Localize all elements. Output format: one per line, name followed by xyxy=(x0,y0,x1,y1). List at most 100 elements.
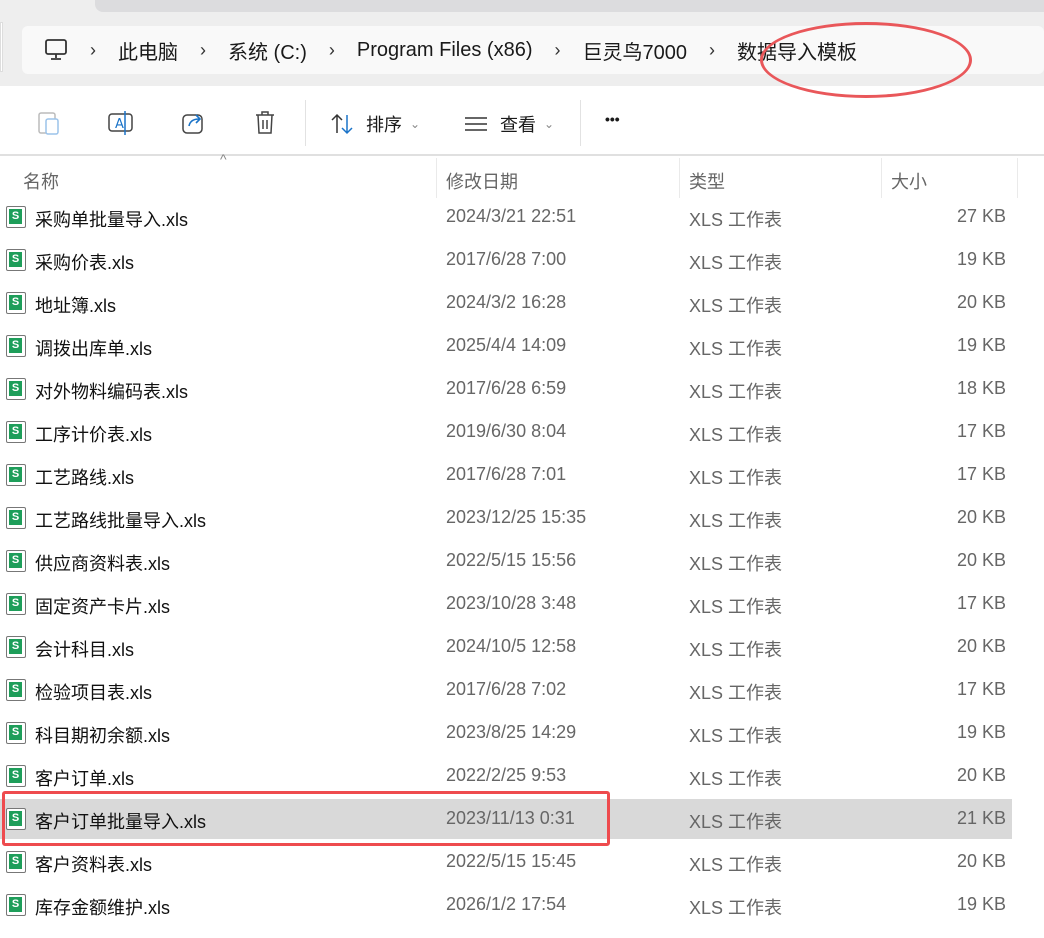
toolbar-divider xyxy=(580,100,581,146)
file-row[interactable]: 对外物料编码表.xls 2017/6/28 6:59 XLS 工作表 18 KB xyxy=(0,369,1012,409)
breadcrumb-app-folder[interactable]: 巨灵鸟7000 xyxy=(582,41,688,64)
file-size: 20 KB xyxy=(956,636,1006,656)
file-date: 2022/5/15 15:45 xyxy=(446,851,577,871)
file-row[interactable]: 采购价表.xls 2017/6/28 7:00 XLS 工作表 19 KB xyxy=(0,240,1012,280)
file-row[interactable]: 调拨出库单.xls 2025/4/4 14:09 XLS 工作表 19 KB xyxy=(0,326,1012,366)
breadcrumb-drive-c[interactable]: 系统 (C:) xyxy=(228,41,307,64)
file-name: 固定资产卡片.xls xyxy=(35,597,170,617)
more-options-button[interactable]: ••• xyxy=(605,111,620,127)
file-size: 19 KB xyxy=(956,722,1006,742)
xls-file-icon xyxy=(6,851,26,873)
chevron-right-icon[interactable]: › xyxy=(328,39,335,60)
command-bar xyxy=(0,88,1044,156)
file-size: 17 KB xyxy=(956,464,1006,484)
file-type: XLS 工作表 xyxy=(689,597,783,617)
file-date: 2024/3/2 16:28 xyxy=(446,292,567,312)
file-date: 2017/6/28 7:01 xyxy=(446,464,567,484)
file-name: 会计科目.xls xyxy=(35,640,134,660)
computer-icon xyxy=(45,39,67,60)
file-name: 工序计价表.xls xyxy=(35,425,152,445)
column-header: ^ 名称 修改日期 类型 大小 xyxy=(0,151,1044,199)
xls-file-icon xyxy=(6,421,26,443)
file-row[interactable]: 固定资产卡片.xls 2023/10/28 3:48 XLS 工作表 17 KB xyxy=(0,584,1012,624)
file-type: XLS 工作表 xyxy=(689,554,783,574)
file-row[interactable]: 库存金额维护.xls 2026/1/2 17:54 XLS 工作表 19 KB xyxy=(0,885,1012,925)
file-size: 19 KB xyxy=(956,249,1006,269)
file-type: XLS 工作表 xyxy=(689,339,783,359)
xls-file-icon xyxy=(6,378,26,400)
file-row[interactable]: 客户订单批量导入.xls 2023/11/13 0:31 XLS 工作表 21 … xyxy=(0,799,1012,839)
view-label: 查看 xyxy=(500,115,536,135)
chevron-right-icon[interactable]: › xyxy=(554,39,561,60)
file-row[interactable]: 客户资料表.xls 2022/5/15 15:45 XLS 工作表 20 KB xyxy=(0,842,1012,882)
sort-button[interactable]: 排序 ⌄ xyxy=(330,111,420,137)
chevron-right-icon[interactable]: › xyxy=(90,39,96,60)
svg-text:A: A xyxy=(115,117,124,132)
tab-strip xyxy=(95,0,1044,12)
sort-icon xyxy=(331,113,353,135)
file-name: 客户订单.xls xyxy=(35,769,134,789)
file-name: 客户订单批量导入.xls xyxy=(35,812,206,832)
view-button[interactable]: 查看 ⌄ xyxy=(464,111,554,137)
delete-icon[interactable] xyxy=(254,110,276,136)
file-date: 2024/10/5 12:58 xyxy=(446,636,577,656)
file-row[interactable]: 工序计价表.xls 2019/6/30 8:04 XLS 工作表 17 KB xyxy=(0,412,1012,452)
file-size: 19 KB xyxy=(956,894,1006,914)
file-date: 2023/10/28 3:48 xyxy=(446,593,577,613)
file-date: 2025/4/4 14:09 xyxy=(446,335,567,355)
file-row[interactable]: 地址簿.xls 2024/3/2 16:28 XLS 工作表 20 KB xyxy=(0,283,1012,323)
column-divider[interactable] xyxy=(1017,158,1018,198)
file-row[interactable]: 客户订单.xls 2022/2/25 9:53 XLS 工作表 20 KB xyxy=(0,756,1012,796)
paste-icon[interactable] xyxy=(37,110,61,136)
file-row[interactable]: 工艺路线.xls 2017/6/28 7:01 XLS 工作表 17 KB xyxy=(0,455,1012,495)
xls-file-icon xyxy=(6,894,26,916)
file-row[interactable]: 供应商资料表.xls 2022/5/15 15:56 XLS 工作表 20 KB xyxy=(0,541,1012,581)
file-type: XLS 工作表 xyxy=(689,812,783,832)
sort-label: 排序 xyxy=(366,115,402,135)
file-size: 21 KB xyxy=(956,808,1006,828)
file-size: 20 KB xyxy=(956,851,1006,871)
file-date: 2024/3/21 22:51 xyxy=(446,206,577,226)
breadcrumb-program-files[interactable]: Program Files (x86) xyxy=(356,38,533,61)
file-type: XLS 工作表 xyxy=(689,382,783,402)
column-date[interactable]: 修改日期 xyxy=(446,172,518,192)
file-date: 2022/2/25 9:53 xyxy=(446,765,567,785)
file-name: 对外物料编码表.xls xyxy=(35,382,188,402)
file-type: XLS 工作表 xyxy=(689,425,783,445)
file-type: XLS 工作表 xyxy=(689,726,783,746)
file-name: 调拨出库单.xls xyxy=(35,339,152,359)
chevron-right-icon[interactable]: › xyxy=(200,39,206,60)
file-row[interactable]: 采购单批量导入.xls 2024/3/21 22:51 XLS 工作表 27 K… xyxy=(0,197,1012,237)
column-type[interactable]: 类型 xyxy=(689,172,725,192)
file-date: 2022/5/15 15:56 xyxy=(446,550,577,570)
file-date: 2017/6/28 7:00 xyxy=(446,249,567,269)
file-row[interactable]: 检验项目表.xls 2017/6/28 7:02 XLS 工作表 17 KB xyxy=(0,670,1012,710)
file-row[interactable]: 会计科目.xls 2024/10/5 12:58 XLS 工作表 20 KB xyxy=(0,627,1012,667)
file-type: XLS 工作表 xyxy=(689,253,783,273)
column-name[interactable]: 名称 xyxy=(23,172,59,192)
file-row[interactable]: 工艺路线批量导入.xls 2023/12/25 15:35 XLS 工作表 20… xyxy=(0,498,1012,538)
xls-file-icon xyxy=(6,550,26,572)
column-divider[interactable] xyxy=(436,158,437,198)
file-name: 采购单批量导入.xls xyxy=(35,210,188,230)
file-size: 18 KB xyxy=(956,378,1006,398)
share-icon[interactable] xyxy=(181,110,207,136)
column-size[interactable]: 大小 xyxy=(891,172,927,192)
file-size: 17 KB xyxy=(956,421,1006,441)
view-icon xyxy=(465,117,487,131)
file-date: 2023/12/25 15:35 xyxy=(446,507,587,527)
file-size: 17 KB xyxy=(956,679,1006,699)
column-divider[interactable] xyxy=(679,158,680,198)
file-date: 2026/1/2 17:54 xyxy=(446,894,567,914)
chevron-right-icon[interactable]: › xyxy=(709,39,715,60)
xls-file-icon xyxy=(6,206,26,228)
xls-file-icon xyxy=(6,722,26,744)
rename-icon[interactable]: A xyxy=(107,110,135,136)
file-row[interactable]: 科目期初余额.xls 2023/8/25 14:29 XLS 工作表 19 KB xyxy=(0,713,1012,753)
file-date: 2017/6/28 6:59 xyxy=(446,378,567,398)
breadcrumb-this-pc[interactable]: 此电脑 xyxy=(118,41,178,64)
column-divider[interactable] xyxy=(881,158,882,198)
file-size: 17 KB xyxy=(956,593,1006,613)
file-type: XLS 工作表 xyxy=(689,898,783,918)
xls-file-icon xyxy=(6,507,26,529)
